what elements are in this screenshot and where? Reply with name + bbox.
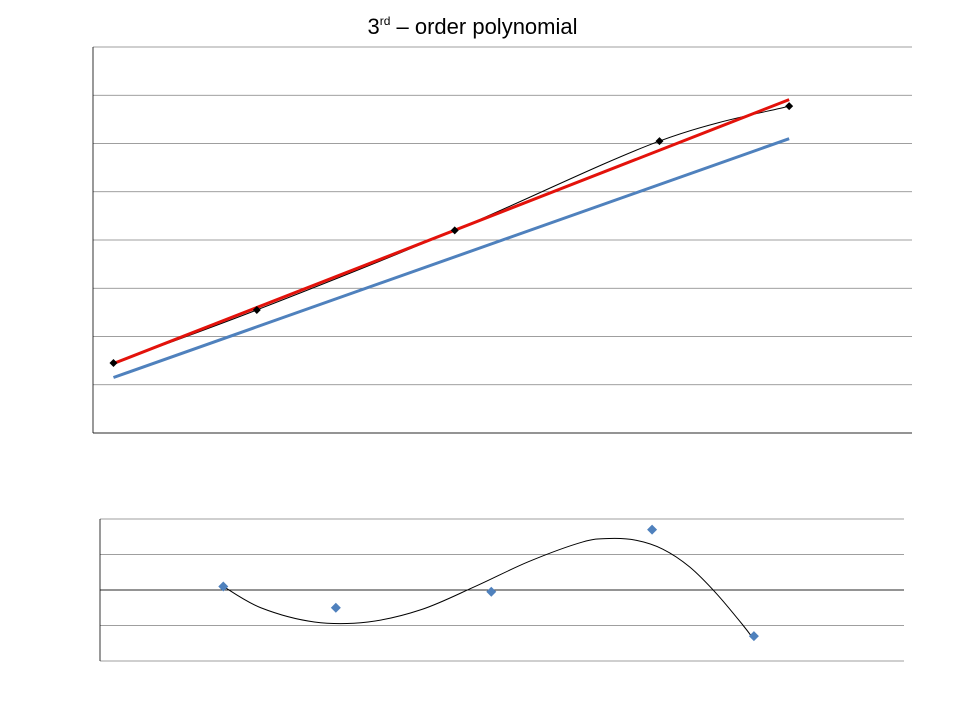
- data-point-diamond: [330, 602, 341, 613]
- top-plot: [92, 46, 912, 434]
- series-line-t-fit: [112, 98, 790, 365]
- data-point-diamond: [748, 631, 759, 642]
- residual-plot: [99, 518, 904, 662]
- title-rest: – order polynomial: [390, 14, 578, 39]
- title-superscript: rd: [379, 14, 391, 28]
- title-main: 3: [367, 14, 380, 39]
- chart-title: 3rd – order polynomial: [0, 14, 945, 40]
- data-point-diamond: [218, 581, 229, 592]
- data-point-diamond: [655, 137, 664, 146]
- data-point-diamond: [450, 226, 459, 235]
- data-point-diamond: [109, 359, 118, 368]
- series-line-t-ref: [112, 137, 790, 379]
- data-point-diamond: [647, 524, 658, 535]
- data-point-diamond: [785, 102, 794, 111]
- series-curve-residual-trend: [223, 537, 755, 641]
- data-point-diamond: [486, 586, 497, 597]
- data-point-diamond: [252, 305, 261, 314]
